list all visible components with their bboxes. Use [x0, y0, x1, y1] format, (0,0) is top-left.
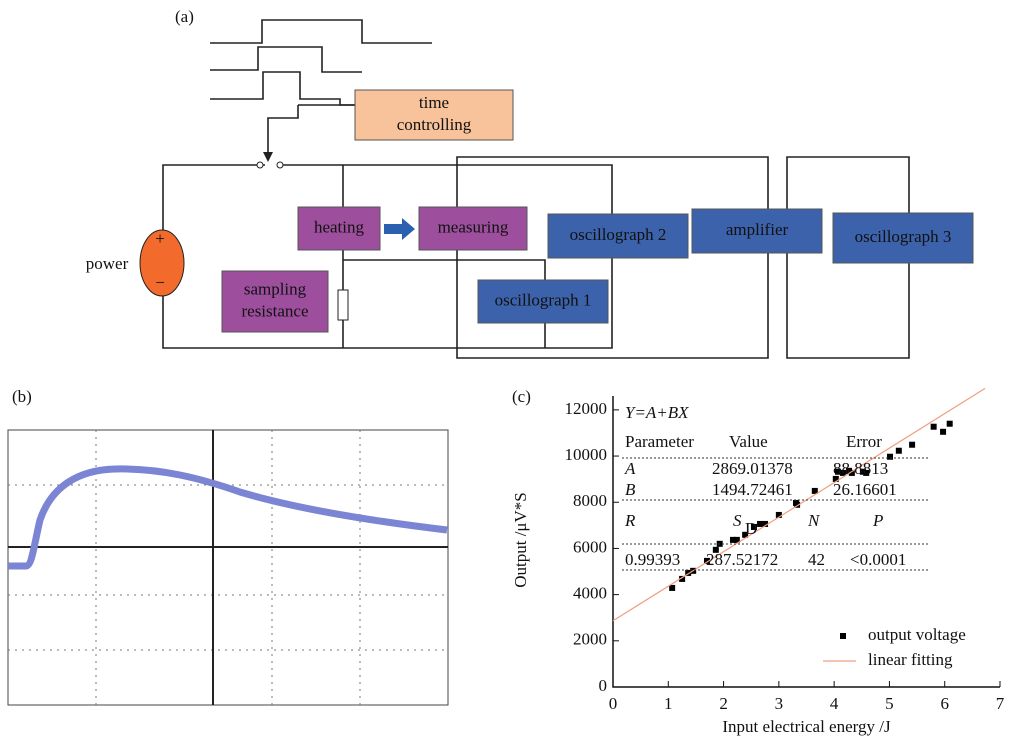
- table-cell: 42: [808, 550, 825, 569]
- equation: Y=A+BX: [625, 403, 689, 422]
- table-header: R: [624, 511, 636, 530]
- node-label: resistance: [241, 301, 308, 320]
- waveform: [210, 72, 355, 105]
- data-point: [896, 448, 902, 454]
- table-cell: B: [625, 480, 636, 499]
- x-axis-label: Input electrical energy /J: [722, 717, 891, 736]
- panel-label: (a): [175, 7, 194, 26]
- node-label: time: [419, 93, 449, 112]
- switch: [277, 162, 283, 168]
- table-cell: 2869.01378: [712, 459, 793, 478]
- data-point: [931, 424, 937, 430]
- table-header: Error: [846, 432, 882, 451]
- table-header: S: [733, 511, 742, 530]
- data-point: [947, 421, 953, 427]
- plus-sign: +: [155, 229, 165, 248]
- y-tick-label: 8000: [573, 491, 607, 510]
- x-tick-label: 7: [996, 694, 1005, 713]
- table-header: P: [872, 511, 883, 530]
- x-tick-label: 4: [830, 694, 839, 713]
- waveform: [210, 20, 432, 43]
- waveform: [210, 47, 362, 72]
- panel-label: (c): [512, 387, 531, 406]
- node-label: power: [86, 254, 129, 273]
- table-header: N: [807, 511, 821, 530]
- wire: [268, 105, 355, 155]
- table-header-sub: D: [745, 519, 757, 538]
- x-tick-label: 3: [775, 694, 784, 713]
- x-tick-label: 0: [609, 694, 618, 713]
- scatter-chart: 0 1 2 3 4 5 6 7 0 2000 4000 6000 8000 10000 12000 Input…: [511, 388, 1005, 736]
- table-cell: A: [624, 459, 636, 478]
- fit-line: [613, 388, 985, 620]
- node-label: amplifier: [726, 220, 789, 239]
- table-header: Value: [729, 432, 768, 451]
- node-label: sampling: [244, 279, 307, 298]
- legend-marker: [840, 633, 846, 639]
- table-cell: <0.0001: [850, 550, 906, 569]
- node-label: controlling: [397, 115, 472, 134]
- y-tick-label: 0: [599, 676, 608, 695]
- y-axis-label: Output /μV*S: [511, 492, 530, 588]
- legend-label: linear fitting: [868, 650, 953, 669]
- y-tick-label: 6000: [573, 537, 607, 556]
- panel-label: (b): [12, 387, 32, 406]
- table-header: Parameter: [625, 432, 694, 451]
- x-tick-label: 1: [664, 694, 673, 713]
- figure: (a) (b) (c) + − 0 1 2 3 4 5 6 7 0 2000 4000 6000 800…: [0, 0, 1015, 740]
- arrow: [263, 152, 273, 162]
- arrow: [384, 218, 415, 240]
- table-cell: 287.52172: [706, 550, 778, 569]
- y-tick-label: 4000: [573, 584, 607, 603]
- node-label: oscillograph 1: [495, 290, 592, 309]
- y-tick-label: 10000: [565, 445, 608, 464]
- data-point: [909, 442, 915, 448]
- table-cell: 0.99393: [625, 550, 680, 569]
- resistor: [338, 290, 348, 320]
- legend-label: output voltage: [868, 625, 966, 644]
- table-cell: 26.16601: [833, 480, 897, 499]
- x-tick-label: 2: [719, 694, 728, 713]
- x-tick-label: 6: [940, 694, 949, 713]
- x-tick-label: 5: [885, 694, 894, 713]
- table-cell: 1494.72461: [712, 480, 793, 499]
- node-label: oscillograph 2: [570, 225, 667, 244]
- minus-sign: −: [155, 273, 165, 292]
- node-label: heating: [314, 217, 365, 236]
- data-point: [669, 585, 675, 591]
- oscilloscope-screen: [8, 430, 448, 705]
- screen-frame: [8, 430, 448, 705]
- node-label: oscillograph 3: [855, 227, 952, 246]
- data-point: [940, 429, 946, 435]
- y-tick-label: 12000: [565, 399, 608, 418]
- signal-trace: [8, 469, 447, 566]
- switch: [257, 162, 263, 168]
- table-cell: 88.8813: [833, 459, 888, 478]
- node-label: measuring: [438, 217, 509, 236]
- y-tick-label: 2000: [573, 630, 607, 649]
